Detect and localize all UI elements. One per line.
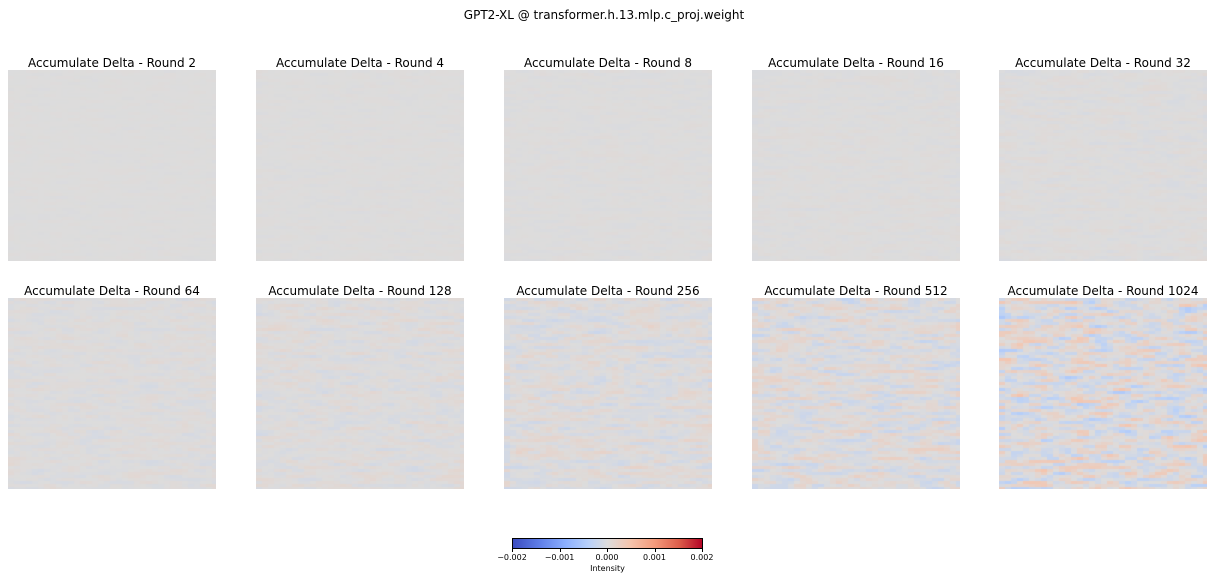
panel-title: Accumulate Delta - Round 4 (275, 56, 445, 70)
panel-title: Accumulate Delta - Round 512 (764, 284, 948, 298)
heatmap-image (504, 70, 712, 261)
panel-title: Accumulate Delta - Round 32 (1015, 56, 1191, 70)
panel-title: Accumulate Delta - Round 1024 (1007, 284, 1199, 298)
panel-title: Accumulate Delta - Round 128 (268, 284, 452, 298)
colorbar: −0.002 −0.001 0.000 0.001 0.002 Intensity (492, 536, 732, 578)
heatmap-image (256, 298, 464, 489)
colorbar-tick (654, 549, 656, 552)
heatmap-image (8, 298, 216, 489)
colorbar-tick (702, 549, 703, 552)
heatmap-image (999, 70, 1207, 261)
heatmap-image (504, 298, 712, 489)
panel-title: Accumulate Delta - Round 256 (516, 284, 700, 298)
colorbar-label: Intensity (590, 564, 625, 573)
colorbar-tick (607, 549, 608, 552)
heatmap-image (256, 70, 464, 261)
panel-title: Accumulate Delta - Round 16 (768, 56, 944, 70)
heatmap-image (999, 298, 1207, 489)
colorbar-tick-label: −0.002 (497, 553, 527, 562)
colorbar-tick-label: 0.000 (595, 553, 619, 562)
heatmap-image (752, 298, 960, 489)
heatmap-image (8, 70, 216, 261)
panel-title: Accumulate Delta - Round 64 (24, 284, 200, 298)
colorbar-tick-label: 0.002 (690, 553, 714, 562)
heatmap-image (752, 70, 960, 261)
colorbar-tick-label: 0.001 (643, 553, 666, 562)
panel-title: Accumulate Delta - Round 2 (27, 56, 197, 70)
colorbar-tick-label: −0.001 (544, 553, 575, 562)
colorbar-gradient (512, 538, 703, 549)
figure-title: GPT2-XL @ transformer.h.13.mlp.c_proj.we… (463, 8, 745, 22)
panel-title: Accumulate Delta - Round 8 (523, 56, 693, 70)
colorbar-tick (559, 549, 561, 552)
colorbar-tick (512, 549, 513, 552)
